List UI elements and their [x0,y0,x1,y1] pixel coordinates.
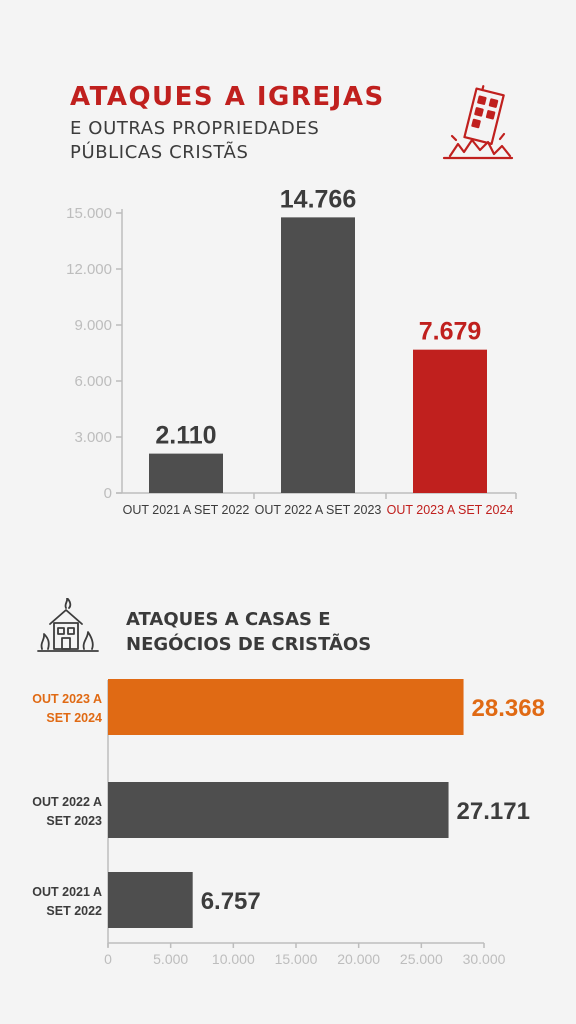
chart2-category-label: SET 2022 [46,904,102,918]
chart2-category-label: SET 2024 [46,711,102,725]
burning-house-icon [37,598,99,652]
chart2-bar [108,679,464,735]
chart1-subtitle-line-1: E OUTRAS PROPRIEDADES [70,118,320,139]
chart1-y-tick-label: 15.000 [66,205,112,222]
chart1-svg: 0 3.000 6.000 9.000 12.000 15.000 2.110 OUT 202… [66,185,517,517]
chart1-category-label: OUT 2023 A SET 2024 [387,503,514,517]
chart1-y-tick-label: 12.000 [66,261,112,278]
chart2-title-line-2: NEGÓCIOS DE CRISTÃOS [126,634,372,655]
chart1-bar [413,349,487,493]
chart2-x-tick-label: 0 [104,951,112,967]
chart2-value-label: 27.171 [457,798,530,825]
chart2-x-tick-label: 10.000 [212,951,255,967]
chart2-title-line-1: ATAQUES A CASAS E [126,609,331,630]
chart2-category-label: OUT 2023 A [32,692,102,706]
chart2-x-tick-label: 30.000 [463,951,506,967]
chart1-value-label: 2.110 [155,422,216,450]
chart1-subtitle: E OUTRAS PROPRIEDADES PÚBLICAS CRISTÃS [70,117,390,165]
chart1-bar [149,453,223,493]
chart2-title: ATAQUES A CASAS E NEGÓCIOS DE CRISTÃOS [126,607,426,657]
chart2-svg: 0 5.000 10.000 15.000 20.000 25.000 30.000 28.3… [32,679,545,967]
chart2-x-tick-label: 15.000 [275,951,318,967]
chart1-category-label: OUT 2021 A SET 2022 [123,503,250,517]
chart1-value-label: 14.766 [280,185,356,213]
chart1-title: ATAQUES A IGREJAS [70,82,385,112]
chart1-y-tick-label: 3.000 [74,429,112,446]
chart1-subtitle-line-2: PÚBLICAS CRISTÃS [70,142,249,163]
chart2-category-label: OUT 2021 A [32,885,102,899]
chart1-y-tick-label: 6.000 [74,373,112,390]
chart2-category-label: SET 2023 [46,814,102,828]
chart2-x-tick-label: 25.000 [400,951,443,967]
collapsing-building-icon [442,85,514,160]
chart1-value-label: 7.679 [419,318,482,346]
chart2-category-label: OUT 2022 A [32,795,102,809]
chart2-bar [108,872,193,928]
chart1-category-label: OUT 2022 A SET 2023 [255,503,382,517]
chart2-value-label: 28.368 [472,695,545,722]
chart1-bar [281,217,355,494]
chart1-y-tick-label: 9.000 [74,317,112,334]
chart2-x-tick-label: 5.000 [153,951,188,967]
chart2-value-label: 6.757 [201,888,261,915]
chart2-bar [108,782,449,838]
chart1-y-tick-label: 0 [104,485,112,502]
chart2-x-tick-label: 20.000 [337,951,380,967]
